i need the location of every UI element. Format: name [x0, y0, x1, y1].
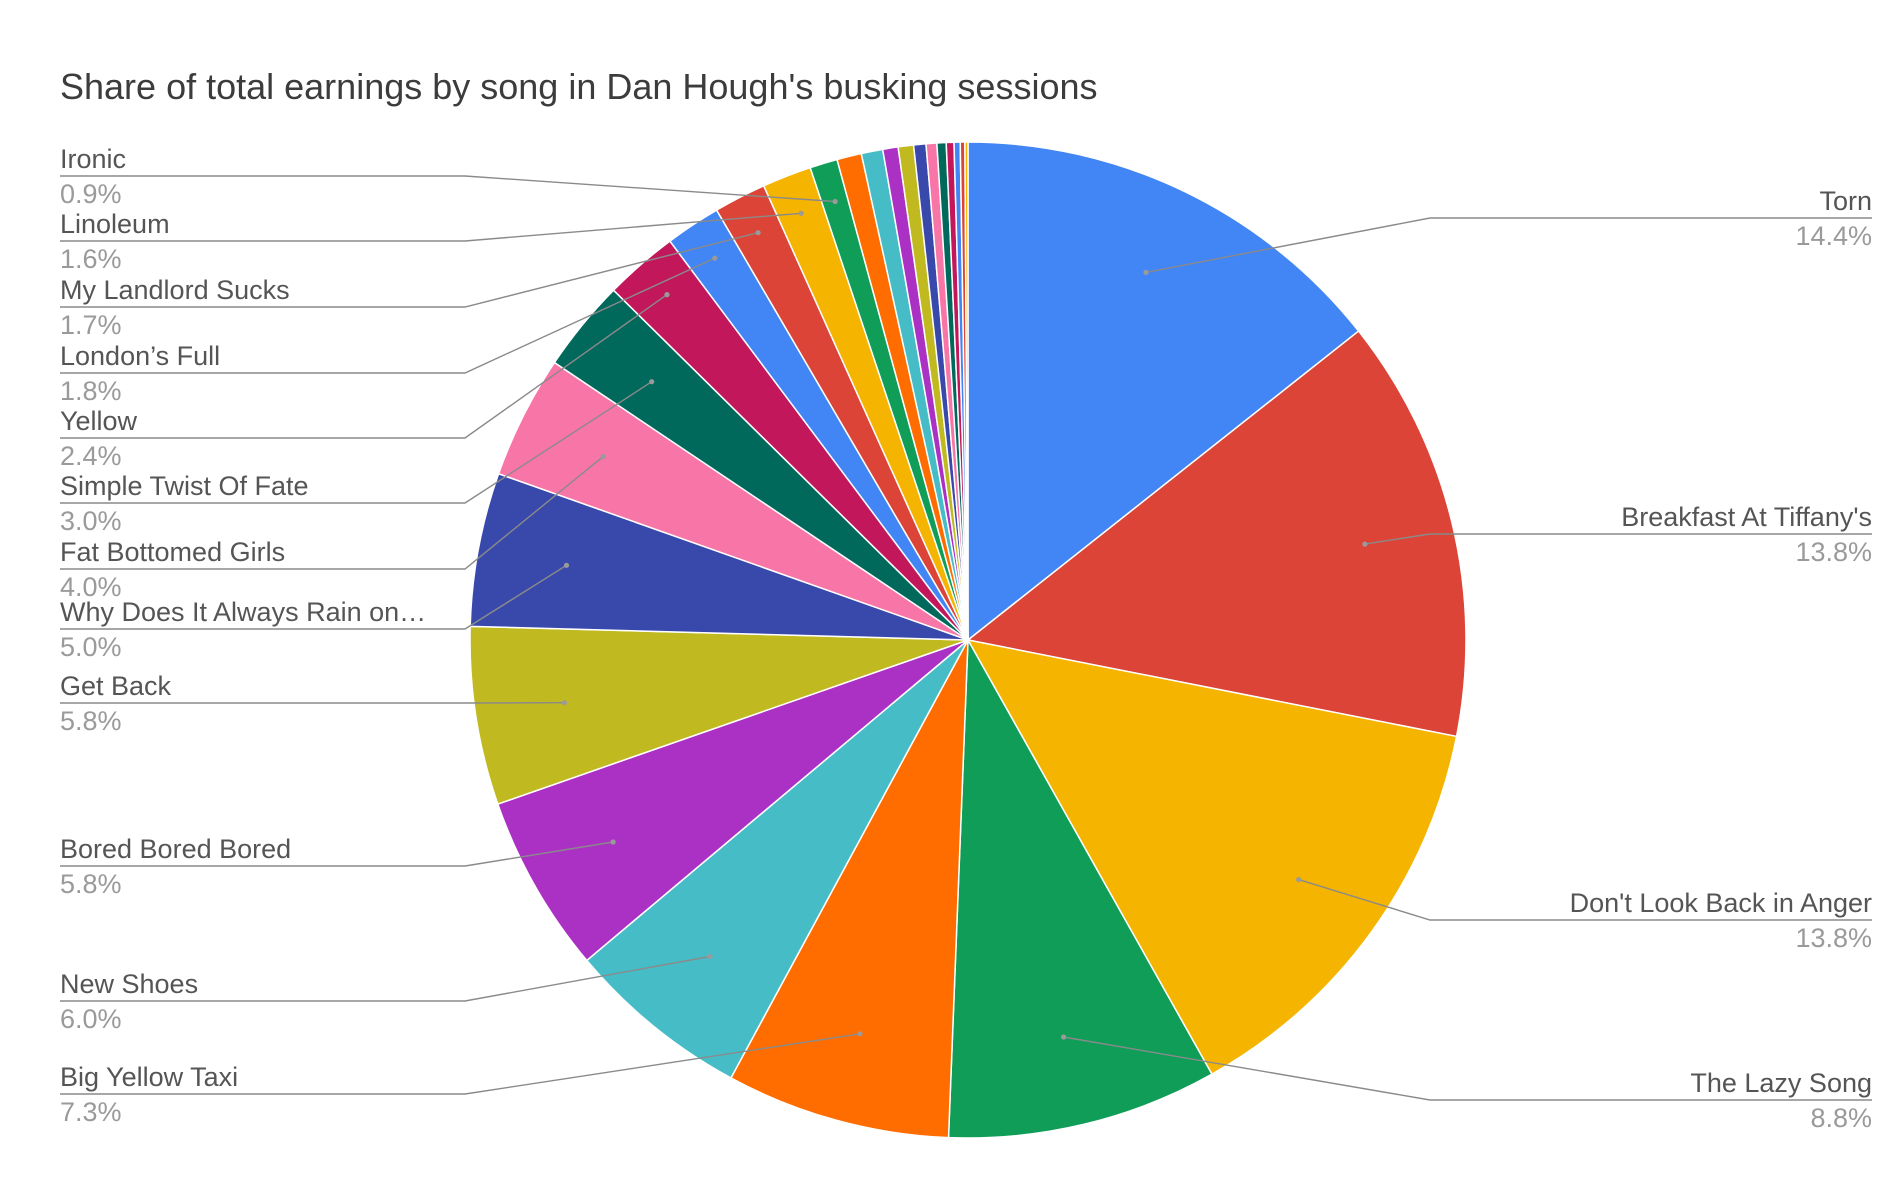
slice-value-label: 1.6% [60, 244, 122, 274]
leader-dot [1296, 877, 1302, 883]
leader-line [1364, 533, 1872, 545]
slice-value-label: 14.4% [1795, 221, 1872, 251]
leader-dot [712, 255, 718, 261]
leader-dot [832, 198, 838, 205]
slice-name-label: Linoleum [60, 209, 170, 239]
slice-name-label: New Shoes [60, 969, 198, 999]
slice-value-label: 13.8% [1795, 923, 1872, 953]
slice-value-label: 6.0% [60, 1004, 122, 1034]
slice-value-label: 7.3% [60, 1097, 122, 1127]
slice-value-label: 1.7% [60, 310, 122, 340]
leader-dot [563, 562, 570, 568]
slice-value-label: 5.0% [60, 632, 122, 662]
slice-name-label: Don't Look Back in Anger [1570, 888, 1872, 918]
leader-line [1145, 217, 1872, 274]
leader-dot [561, 700, 568, 706]
pie-slice-small [964, 141, 969, 641]
pie-slice-torn [967, 141, 1360, 642]
leader-dot [857, 1031, 863, 1037]
slice-value-label: 5.8% [60, 869, 122, 899]
leader-line [60, 1033, 861, 1095]
slice-name-label: My Landlord Sucks [60, 275, 290, 305]
pie-slice-the-lazy-song [947, 637, 1213, 1139]
leader-dot [755, 230, 761, 236]
leader-line [60, 456, 604, 570]
leader-dot [707, 953, 713, 960]
slice-name-label: Big Yellow Taxi [60, 1062, 238, 1092]
slice-name-label: Get Back [60, 671, 172, 701]
leader-line [60, 955, 711, 1002]
pie-slice-get-back [469, 625, 969, 806]
slice-name-label: The Lazy Song [1690, 1068, 1872, 1098]
leader-dot [1061, 1034, 1067, 1040]
leader-line [60, 257, 716, 374]
leader-line [60, 175, 836, 203]
slice-labels: Torn 14.4% Breakfast At Tiffany's 13.8% Don'… [60, 144, 1872, 1133]
leader-line [60, 564, 567, 630]
slice-name-label: Simple Twist Of Fate [60, 471, 309, 501]
pie-slice-bored-bored-bored [496, 639, 969, 962]
slice-value-label: 8.8% [1810, 1103, 1872, 1133]
pie-slice-big-yellow-taxi [729, 639, 969, 1139]
slice-name-label: Ironic [60, 144, 126, 174]
slice-value-label: 4.0% [60, 572, 122, 602]
chart-title: Share of total earnings by song in Dan H… [60, 66, 1098, 107]
pie-slice-why-does-it-always-rain-on [469, 472, 969, 641]
leader-lines [60, 175, 1872, 1101]
leader-dot [1362, 541, 1368, 547]
leader-line [60, 212, 802, 242]
slice-name-label: Breakfast At Tiffany's [1621, 502, 1872, 532]
leader-line [60, 232, 759, 308]
leader-dot [664, 292, 670, 298]
pie-slices [469, 141, 1467, 1139]
leader-dot [1143, 269, 1149, 275]
pie-slice-breakfast-at-tiffany-s [966, 330, 1467, 738]
slice-value-label: 2.4% [60, 441, 122, 471]
leader-line [60, 381, 653, 504]
slice-name-label: London’s Full [60, 341, 220, 371]
slice-name-label: Torn [1819, 186, 1872, 216]
slice-name-label: Why Does It Always Rain on… [60, 597, 426, 627]
slice-value-label: 13.8% [1795, 537, 1872, 567]
slice-name-label: Fat Bottomed Girls [60, 537, 285, 567]
slice-name-label: Bored Bored Bored [60, 834, 291, 864]
leader-dot [600, 454, 606, 460]
slice-value-label: 1.8% [60, 376, 122, 406]
leader-line [60, 841, 614, 867]
slice-value-label: 0.9% [60, 179, 122, 209]
leader-dot [649, 379, 655, 385]
leader-line [1063, 1036, 1872, 1101]
slice-value-label: 3.0% [60, 506, 122, 536]
leader-dot [798, 210, 804, 216]
pie-slice-don-t-look-back-in-anger [966, 638, 1458, 1076]
leader-line [60, 294, 668, 439]
pie-slice-new-shoes [585, 639, 969, 1079]
leader-line [1298, 878, 1872, 921]
leader-dot [610, 839, 616, 845]
slice-value-label: 5.8% [60, 706, 122, 736]
slice-name-label: Yellow [60, 406, 138, 436]
